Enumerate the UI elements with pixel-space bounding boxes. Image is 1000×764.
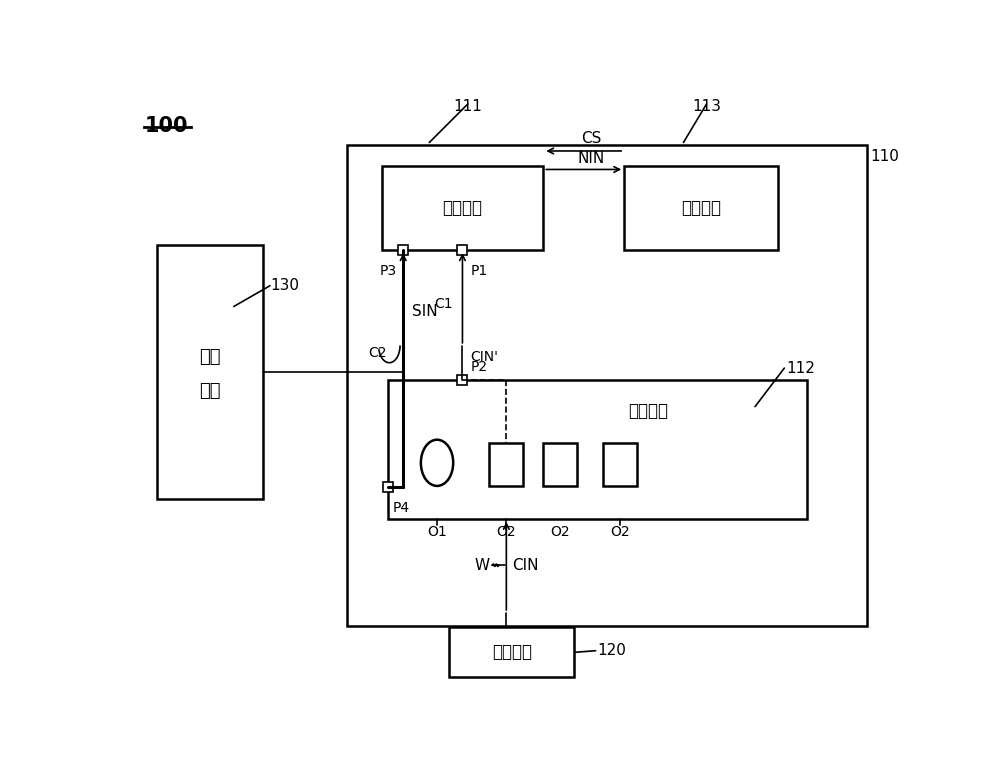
Text: O2: O2 [497,525,516,539]
Text: C1: C1 [435,297,453,311]
Text: 111: 111 [453,99,482,114]
Text: 110: 110 [871,149,899,163]
Bar [489,443,523,486]
Text: 100: 100 [144,116,188,136]
Text: O1: O1 [427,525,447,539]
Bar [603,443,637,486]
Text: 电子装置: 电子装置 [492,643,532,661]
Text: P3: P3 [380,264,397,278]
Text: O2: O2 [610,525,630,539]
Text: P1: P1 [470,264,487,278]
Bar [347,145,867,626]
Text: CIN: CIN [512,558,539,573]
Text: P4: P4 [392,500,410,514]
Bar [382,166,543,251]
Bar [457,375,467,385]
Text: 主控芯片: 主控芯片 [681,199,721,217]
Bar [398,245,408,255]
Bar [157,245,263,499]
Text: C2: C2 [369,346,387,360]
Bar [543,443,577,486]
Text: 120: 120 [597,643,626,659]
Bar [457,245,467,255]
Text: CIN': CIN' [470,350,498,364]
Text: SIN: SIN [412,303,438,319]
Bar [383,481,393,492]
Ellipse shape [421,440,453,486]
Text: W: W [474,558,489,573]
Text: 监控芯片: 监控芯片 [442,199,482,217]
Text: O2: O2 [550,525,570,539]
Text: NIN: NIN [578,151,605,166]
Bar [449,626,574,677]
Bar [388,380,807,519]
Bar [624,166,778,251]
Text: 112: 112 [786,361,815,376]
Text: 装置: 装置 [199,382,221,400]
Text: CS: CS [581,131,602,146]
Text: 集线芯片: 集线芯片 [628,402,668,420]
Text: 电子: 电子 [199,348,221,365]
Text: P2: P2 [470,361,487,374]
Text: 113: 113 [692,99,721,114]
Text: 130: 130 [270,278,299,293]
